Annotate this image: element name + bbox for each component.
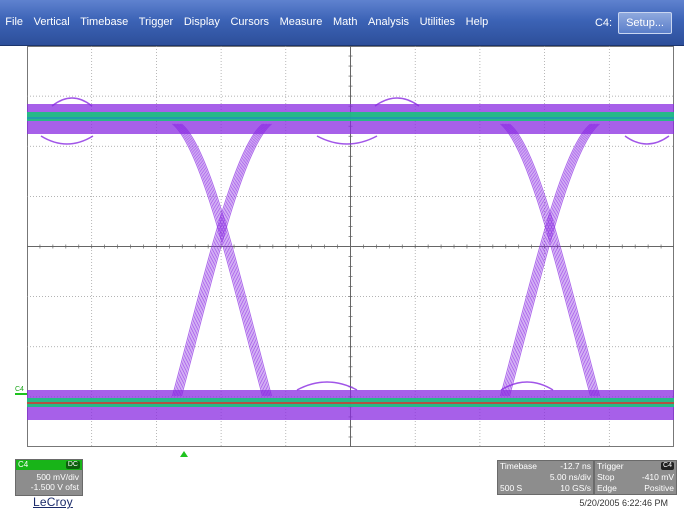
menu-item-utilities[interactable]: Utilities [419, 16, 456, 28]
trace-ground-marker [15, 393, 27, 395]
menu-item-help[interactable]: Help [465, 16, 489, 28]
volts-per-div: 500 mV/div [36, 472, 79, 482]
menu-item-analysis[interactable]: Analysis [368, 16, 410, 28]
menu-item-vertical[interactable]: Vertical [33, 16, 70, 28]
trigger-title: Trigger [597, 461, 624, 471]
eye-high-core [27, 112, 674, 121]
menu-item-trigger[interactable]: Trigger [138, 16, 174, 28]
crossing-left-rising [181, 123, 272, 397]
crossing-right-rising [504, 123, 596, 397]
crossing-left-rising [173, 123, 265, 397]
menu-item-timebase[interactable]: Timebase [80, 16, 129, 28]
coupling-badge: DC [65, 461, 80, 469]
trigger-mode: Stop [597, 472, 615, 482]
channel-name: C4 [18, 460, 29, 469]
menu-item-file[interactable]: File [5, 16, 24, 28]
acquisition-datetime: 5/20/2005 6:22:46 PM [579, 498, 668, 508]
menu-right: C4: Setup... [595, 12, 672, 34]
crossing-left-rising [178, 123, 269, 397]
menu-item-cursors[interactable]: Cursors [230, 16, 269, 28]
waveform-display[interactable] [27, 46, 674, 447]
menu-items: File Vertical Timebase Trigger Display Cursor… [0, 14, 494, 34]
crossing-left-rising [175, 123, 266, 397]
eye-overshoot [624, 135, 670, 145]
crossing-right-rising [500, 123, 591, 397]
trace-marker-label: C4 [15, 386, 24, 393]
eye-diagram [27, 46, 674, 447]
channel-label: C4: [594, 17, 613, 29]
eye-overshoot [40, 135, 94, 145]
crossing-right-rising [503, 123, 594, 397]
eye-overshoot [51, 97, 93, 107]
channel-offset: -1.500 V ofst [30, 482, 79, 492]
menu-bar: File Vertical Timebase Trigger Display Cursor… [0, 0, 684, 46]
eye-overshoot [500, 381, 554, 391]
menu-item-measure[interactable]: Measure [279, 16, 323, 28]
crossing-left-rising [179, 123, 271, 397]
timebase-panel[interactable]: Timebase -12.7 ns 5.00 ns/div 500 S 10 G… [497, 460, 594, 495]
menu-item-display[interactable]: Display [183, 16, 220, 28]
crossing-right-rising [501, 123, 593, 397]
sample-rate: 10 GS/s [560, 483, 591, 493]
crossing-left-rising [176, 123, 268, 397]
setup-button[interactable]: Setup... [618, 12, 672, 34]
channel-c4-panel[interactable]: C4 DC 500 mV/div -1.500 V ofst [15, 459, 83, 496]
menu-item-math[interactable]: Math [332, 16, 358, 28]
time-per-div: 5.00 ns/div [549, 472, 591, 482]
timebase-delay: -12.7 ns [560, 461, 591, 471]
crossing-left-rising [172, 123, 263, 397]
eye-overshoot [316, 135, 378, 145]
trigger-panel[interactable]: Trigger C4 Stop -410 mV Edge Positive [594, 460, 677, 495]
lecroy-logo: LeCroy [33, 495, 73, 509]
trigger-slope: Positive [644, 483, 674, 493]
eye-overshoot [374, 97, 420, 107]
trigger-source-badge: C4 [661, 462, 674, 470]
timebase-title: Timebase [500, 461, 538, 471]
trigger-position-arrow [180, 451, 188, 457]
channel-header [16, 460, 82, 470]
crossing-right-rising [509, 123, 600, 397]
sample-count: 500 S [500, 483, 523, 493]
trigger-level: -410 mV [641, 472, 674, 482]
crossing-right-rising [506, 123, 597, 397]
crossing-right-rising [507, 123, 599, 397]
trigger-type: Edge [597, 483, 617, 493]
eye-overshoot [296, 381, 358, 391]
